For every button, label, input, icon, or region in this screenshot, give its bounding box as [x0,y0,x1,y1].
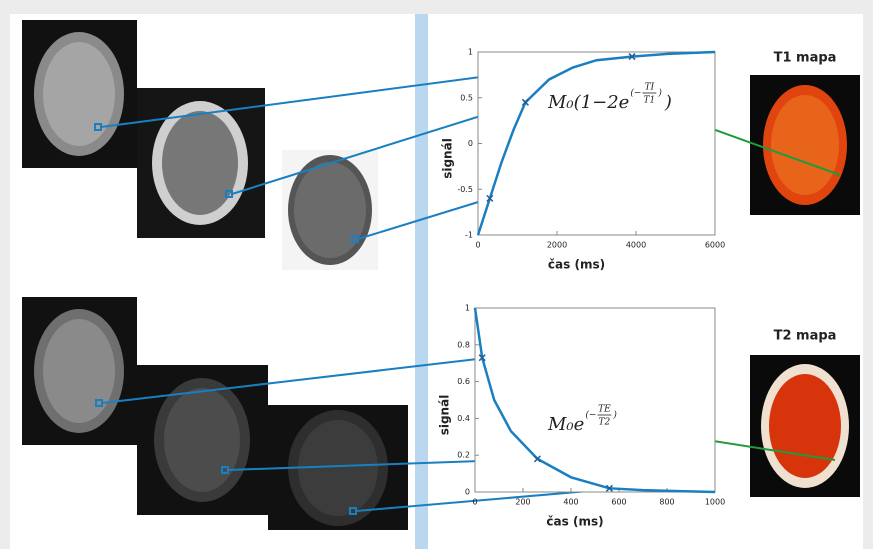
x-tick-label: 4000 [626,241,646,250]
formula: ) [664,92,672,113]
y-axis-label: signál [438,395,452,436]
x-tick-label: 1000 [705,498,725,507]
formula: M₀e [547,414,584,435]
formula: M₀(1−2e [547,92,629,113]
formula-num: TE [598,405,611,415]
y-tick-label: 0.5 [460,93,473,102]
formula-exp: ) [657,88,662,99]
x-tick-label: 600 [611,498,626,507]
y-tick-label: 1 [465,304,470,313]
formula-den: T2 [599,418,611,428]
t1-map-image [750,75,860,215]
formula-exp: ) [612,410,617,421]
x-tick-label: 200 [515,498,530,507]
y-axis-label: signál [441,138,455,179]
y-tick-label: 0.6 [457,377,470,386]
divider [415,14,428,549]
y-tick-label: 0.8 [457,340,470,349]
map-label: T2 mapa [774,329,837,344]
x-tick-label: 2000 [547,241,567,250]
y-tick-label: 0.2 [457,451,470,460]
x-tick-label: 400 [563,498,578,507]
x-axis-label: čas (ms) [546,515,603,529]
x-tick-label: 0 [475,241,480,250]
y-tick-label: -0.5 [457,185,473,194]
plot-area [475,308,715,492]
y-tick-label: 0.4 [457,414,470,423]
map-label: T1 mapa [774,51,837,66]
mri-image [282,150,378,270]
mri-image [137,88,265,238]
mri-image [137,365,268,515]
mri-image [22,297,137,445]
x-tick-label: 6000 [705,241,725,250]
mri-image [22,20,137,168]
t2-map-image [750,355,860,497]
x-axis-label: čas (ms) [548,258,605,272]
formula-den: T1 [644,96,656,106]
formula-exp: (− [630,88,641,99]
y-tick-label: 0 [465,488,470,497]
formula-exp: (− [585,410,596,421]
x-tick-label: 800 [659,498,674,507]
plot-area [478,52,715,235]
y-tick-label: 1 [468,48,473,57]
figure: -1-0.500.510200040006000čas (ms)signálT1… [0,0,873,549]
formula-num: TI [645,83,655,93]
y-tick-label: -1 [465,231,473,240]
x-tick-label: 0 [472,498,477,507]
y-tick-label: 0 [468,139,473,148]
